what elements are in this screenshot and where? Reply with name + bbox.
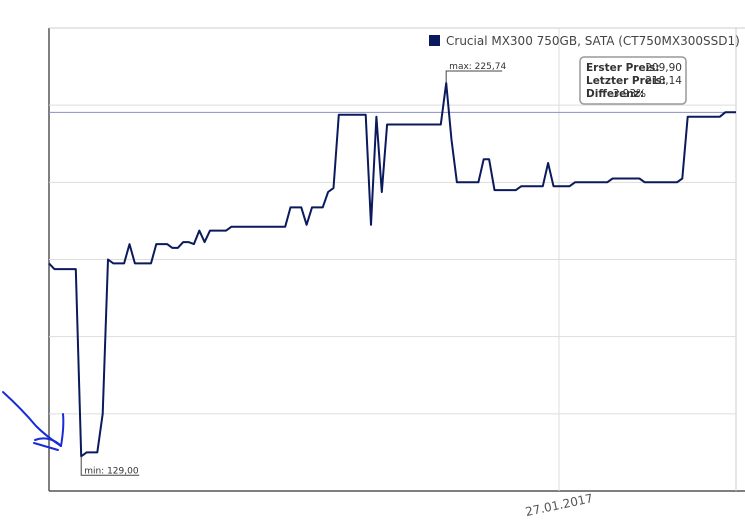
info-box: Erster Preis: 209,90 Letzter Preis: 218,…	[579, 56, 687, 105]
max-annotation-connector	[445, 70, 503, 84]
min-annotation-connector	[80, 456, 140, 476]
hand-drawn-arrow-icon	[2, 391, 65, 451]
difference-label: Differenz:	[586, 88, 644, 100]
first-price-value: 209,90	[645, 62, 682, 74]
price-series-line	[48, 82, 736, 458]
grid-lines	[49, 104, 736, 415]
last-price-label: Letzter Preis:	[586, 75, 666, 87]
legend: Crucial MX300 750GB, SATA (CT750MX300SSD…	[429, 34, 740, 48]
max-annotation-label: max: 225,74	[449, 62, 506, 72]
x-tick-label: 27.01.2017	[524, 491, 594, 519]
last-price-value: 218,14	[645, 75, 682, 87]
difference-value: 3.93%	[613, 88, 646, 100]
info-box-background	[579, 56, 687, 105]
min-annotation-label: min: 129,00	[84, 466, 139, 476]
legend-swatch	[429, 35, 440, 46]
first-price-label: Erster Preis:	[586, 62, 660, 74]
legend-entry: Crucial MX300 750GB, SATA (CT750MX300SSD…	[446, 34, 740, 48]
